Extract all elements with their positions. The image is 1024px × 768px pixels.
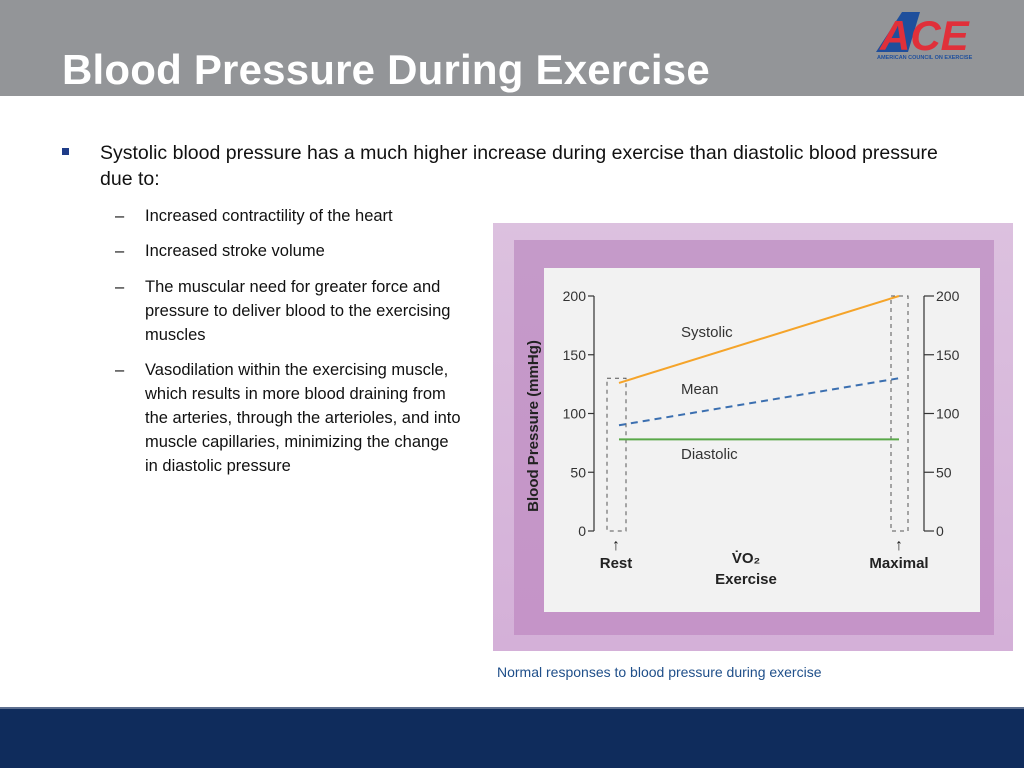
x-category-label: Rest: [600, 555, 633, 572]
ace-logo-text: ACE: [879, 12, 971, 59]
dash-icon: –: [115, 207, 125, 225]
series-label-diastolic: Diastolic: [681, 446, 738, 463]
slide-title: Blood Pressure During Exercise: [62, 46, 710, 93]
x-category-label: Maximal: [869, 555, 928, 572]
x-arrow-icon: ↑: [612, 537, 620, 554]
dash-icon: –: [115, 361, 125, 379]
x-arrow-icon: ↑: [895, 537, 903, 554]
dash-icon: –: [115, 242, 125, 260]
x-axis-symbol: V̇O₂: [732, 550, 760, 567]
series-label-systolic: Systolic: [681, 324, 733, 341]
y-tick-label-left: 200: [563, 288, 587, 304]
ace-logo: ACE AMERICAN COUNCIL ON EXERCISE: [876, 12, 973, 61]
x-axis-label: Exercise: [715, 571, 777, 588]
series-line-systolic: [618, 295, 900, 384]
y-tick-label-left: 150: [563, 347, 587, 363]
dash-icon: –: [115, 278, 125, 296]
bullet-square-icon: [62, 148, 69, 155]
y-axis-label: Blood Pressure (mmHg): [525, 340, 542, 512]
series-label-mean: Mean: [681, 381, 719, 398]
maximal-measure-box: [890, 295, 909, 532]
y-tick-label-right: 0: [936, 523, 944, 539]
y-tick-label-left: 50: [570, 464, 586, 480]
y-tick-label-left: 100: [563, 406, 587, 422]
sub-bullet-text: Vasodilation within the exercising muscl…: [145, 361, 461, 475]
sub-bullet-text: Increased contractility of the heart: [145, 207, 393, 225]
ace-logo-subtext: AMERICAN COUNCIL ON EXERCISE: [877, 55, 973, 61]
sub-bullet-text: Increased stroke volume: [145, 242, 325, 260]
sub-bullet-text: The muscular need for greater force and …: [145, 278, 451, 344]
y-tick-label-right: 100: [936, 406, 960, 422]
rest-measure-box: [606, 377, 627, 532]
slide-header: [0, 0, 1024, 96]
slide-footer: [0, 707, 1024, 768]
y-tick-label-right: 50: [936, 464, 952, 480]
y-tick-label-right: 150: [936, 347, 960, 363]
y-tick-label-left: 0: [578, 523, 586, 539]
figure-caption: Normal responses to blood pressure durin…: [497, 664, 822, 680]
series-line-mean: [618, 377, 900, 427]
y-tick-label-right: 200: [936, 288, 960, 304]
main-bullet-text: Systolic blood pressure has a much highe…: [100, 142, 938, 190]
